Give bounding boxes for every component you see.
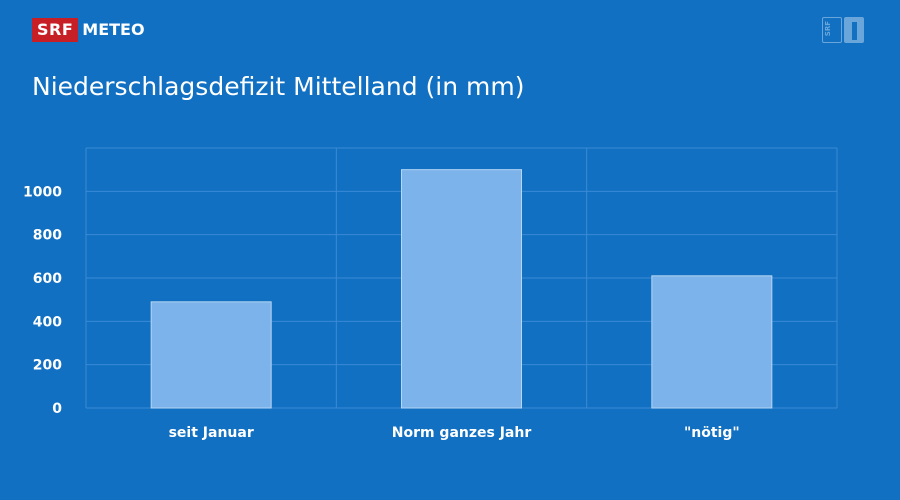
channel-logo-one-box [844,17,864,43]
channel-logo-srf-box: SRF [822,17,842,43]
x-tick-label-2: "nötig" [684,425,740,441]
y-tick-label-1000: 1000 [23,184,62,200]
chart-title: Niederschlagsdefizit Mittelland (in mm) [32,72,525,101]
srf-meteo-logo: SRF METEO [32,18,145,42]
bar-1 [401,169,522,409]
meteo-logo-text: METEO [82,20,145,39]
y-tick-label-400: 400 [33,314,62,330]
bar-2 [651,275,773,409]
y-tick-label-600: 600 [33,271,62,287]
x-tick-label-1: Norm ganzes Jahr [392,425,532,441]
y-tick-label-200: 200 [33,358,62,374]
bar-0 [150,301,272,409]
srf-logo: SRF [32,18,79,42]
y-tick-label-800: 800 [33,228,62,244]
channel-logo-icon: SRF [822,17,864,43]
y-tick-label-0: 0 [52,401,62,417]
x-tick-label-0: seit Januar [169,425,254,441]
